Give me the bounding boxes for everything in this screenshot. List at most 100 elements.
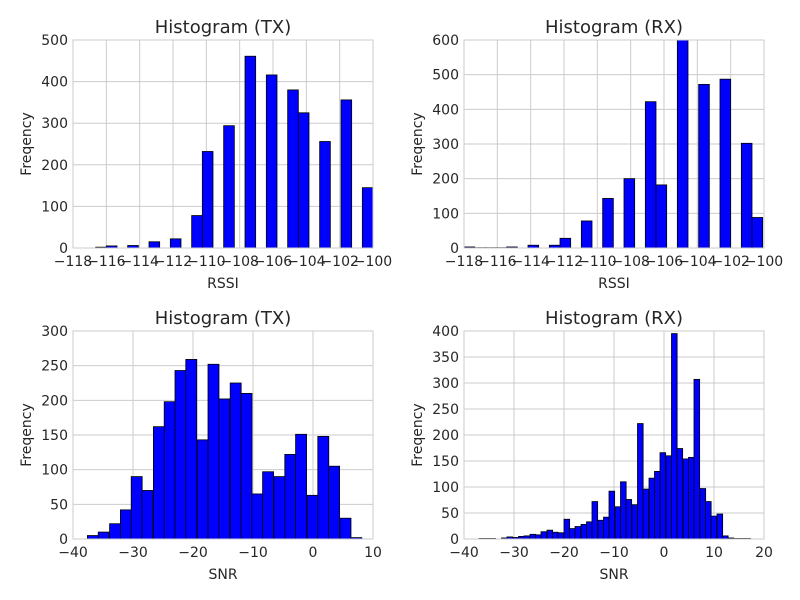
histogram-bar [671,333,678,539]
y-tick-label: 0 [59,241,68,257]
histogram-bars [95,55,373,248]
y-tick-label: 500 [41,33,68,49]
histogram-bar [637,423,644,539]
histogram-bar [719,78,732,248]
y-axis-label: Freqency [410,403,426,466]
y-tick-label: 0 [450,532,459,548]
x-tick-label: −30 [118,545,148,561]
y-tick-label: 400 [41,75,68,91]
histogram-bar [87,535,99,539]
histogram-bar [527,244,540,248]
histogram-bar [218,398,231,539]
histogram-bar [722,535,729,539]
x-tick-label: −112 [154,254,192,270]
histogram-bar [631,504,639,539]
histogram-bar [623,178,636,248]
y-tick-label: 100 [432,206,459,222]
y-tick-label: 300 [432,376,459,392]
x-tick-label: −20 [549,545,579,561]
x-tick-label: 10 [364,545,382,561]
histogram-bar [361,187,373,248]
histogram-bar [591,501,599,539]
histogram-bar [535,534,542,539]
y-tick-label: 200 [41,158,68,174]
histogram-bar [716,513,724,539]
chart-title: Histogram (RX) [545,308,683,329]
histogram-bar [201,151,214,248]
x-tick-label: −106 [254,254,293,270]
chart-title: Histogram (RX) [545,17,683,38]
histogram-bar [682,458,690,539]
histogram-bar [580,524,588,539]
histogram-bar [569,528,576,539]
histogram-bar [152,426,165,539]
histogram-bar [223,125,235,248]
x-tick-label: −30 [499,545,529,561]
histogram-bar [163,401,176,539]
histogram-bar [506,246,518,248]
histogram-bar [148,241,161,248]
histogram-bar [273,476,286,539]
histogram-bar [688,456,695,539]
histogram-bar [297,112,310,248]
histogram-bar [644,101,657,248]
y-axis-label: Freqency [410,112,426,175]
histogram-bar [191,215,203,248]
x-tick-label: −116 [87,254,126,270]
x-tick-label: −108 [220,254,258,270]
histogram-bar [265,74,278,248]
histogram-bars [464,40,764,248]
x-tick-label: −104 [287,254,326,270]
histogram-bar [597,519,605,539]
histogram-bar [240,392,253,539]
x-axis-label: SNR [599,567,628,583]
y-tick-label: 200 [41,393,68,409]
x-tick-label: −20 [178,545,208,561]
histogram-bar [559,237,572,248]
x-axis-label: SNR [208,567,237,583]
histogram-bar [120,509,132,539]
x-tick-label: −10 [238,545,268,561]
x-tick-label: −116 [478,254,517,270]
histogram-bar [130,476,143,539]
histogram-bar [648,477,656,539]
histogram-bar [699,488,707,539]
histogram-bar [574,526,582,539]
histogram-bar [676,40,689,248]
y-tick-label: 150 [41,428,68,444]
histogram-bar [169,238,182,248]
y-tick-label: 0 [59,532,68,548]
y-tick-label: 300 [41,116,68,132]
histogram-bars [87,359,363,539]
chart-title: Histogram (TX) [155,17,291,38]
y-tick-label: 250 [432,402,459,418]
histogram-bar [698,83,710,248]
y-tick-label: 200 [432,172,459,188]
histogram-bar [185,359,198,539]
histogram-bar [339,517,352,539]
y-tick-label: 50 [50,497,68,513]
histogram-bar [614,506,622,539]
y-tick-label: 100 [41,463,68,479]
histogram-panel-1: −118−116−114−112−110−108−106−104−102−100… [19,17,392,292]
x-tick-label: 0 [660,545,669,561]
histogram-bar [141,490,154,539]
histogram-bar [580,220,593,248]
histogram-bar [557,532,565,539]
histogram-bar [207,363,220,539]
x-tick-label: −40 [58,545,88,561]
histogram-bar [109,523,121,539]
histogram-bar [251,493,264,539]
histogram-bar [608,490,616,539]
y-tick-label: 50 [441,506,459,522]
plot-frame [72,39,374,249]
x-tick-label: −110 [578,254,616,270]
chart-title: Histogram (TX) [155,308,291,329]
x-tick-label: 10 [705,545,723,561]
y-axis-label: Freqency [19,403,35,466]
histogram-bar [328,465,340,539]
x-tick-label: −100 [354,254,392,270]
histogram-bar [306,494,319,539]
histogram-bar [319,141,331,248]
